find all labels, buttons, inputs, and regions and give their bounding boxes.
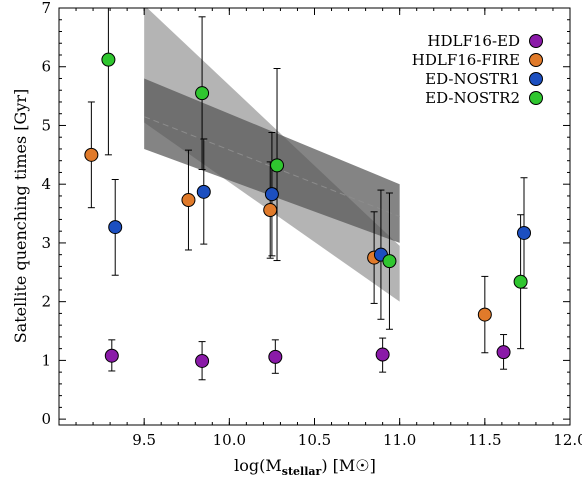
legend-label-ed-nostr1: ED-NOSTR1 xyxy=(425,70,520,88)
y-tick-label-6: 6 xyxy=(41,58,51,76)
legend-marker-hdlf16-fire xyxy=(529,53,543,67)
plot-area xyxy=(84,8,532,381)
legend-label-hdlf16-ed: HDLF16-ED xyxy=(427,32,520,50)
legend: HDLF16-ED HDLF16-FIRE ED-NOSTR1 ED-NOSTR… xyxy=(412,32,543,107)
data-point-s0-p1 xyxy=(195,353,210,368)
data-point-s2-p4 xyxy=(517,225,532,240)
legend-marker-ed-nostr2 xyxy=(529,91,543,105)
data-point-s1-p0 xyxy=(84,147,99,162)
y-tick-label-3: 3 xyxy=(41,234,51,252)
x-tick-label-0: 9.5 xyxy=(132,431,156,449)
x-tick-label-3: 11.0 xyxy=(383,431,416,449)
x-axis-label: log(Mstellar) [M☉] xyxy=(234,456,376,478)
data-point-s0-p4 xyxy=(496,345,511,360)
x-tick-label-1: 10.0 xyxy=(213,431,246,449)
data-point-s1-p1 xyxy=(181,193,196,208)
data-point-s3-p2 xyxy=(270,158,285,173)
legend-marker-hdlf16-ed xyxy=(529,34,543,48)
legend-marker-ed-nostr1 xyxy=(529,72,543,86)
x-tick-label-4: 11.5 xyxy=(468,431,501,449)
median-trend-line xyxy=(143,116,400,217)
data-point-s0-p0 xyxy=(104,348,119,363)
data-point-s2-p2 xyxy=(264,187,279,202)
data-point-s0-p3 xyxy=(375,347,390,362)
y-tick-label-1: 1 xyxy=(41,351,51,369)
y-tick-label-2: 2 xyxy=(41,293,51,311)
y-tick-label-4: 4 xyxy=(41,175,51,193)
data-point-s3-p4 xyxy=(513,274,528,289)
data-point-s1-p4 xyxy=(477,307,492,322)
data-point-s3-p3 xyxy=(382,254,397,269)
axes: 9.5 10.0 10.5 11.0 11.5 12.0 0 1 2 3 4 5 6 7 xyxy=(41,0,582,449)
legend-label-hdlf16-fire: HDLF16-FIRE xyxy=(412,51,520,69)
y-tick-label-0: 0 xyxy=(41,410,51,428)
y-tick-label-7: 7 xyxy=(41,0,51,17)
x-tick-label-2: 10.5 xyxy=(298,431,331,449)
x-tick-label-5: 12.0 xyxy=(553,431,582,449)
data-point-s1-p2 xyxy=(263,203,278,218)
legend-label-ed-nostr2: ED-NOSTR2 xyxy=(425,89,520,107)
data-point-s2-p0 xyxy=(108,220,123,235)
data-point-s3-p1 xyxy=(195,86,210,101)
sun-symbol-glyph: ☉ xyxy=(355,456,369,475)
data-point-s3-p0 xyxy=(101,52,116,67)
y-tick-label-5: 5 xyxy=(41,116,51,134)
data-point-s2-p1 xyxy=(196,184,211,199)
data-point-s0-p2 xyxy=(268,349,283,364)
y-axis-label: Satellite quenching times [Gyr] xyxy=(11,89,30,344)
